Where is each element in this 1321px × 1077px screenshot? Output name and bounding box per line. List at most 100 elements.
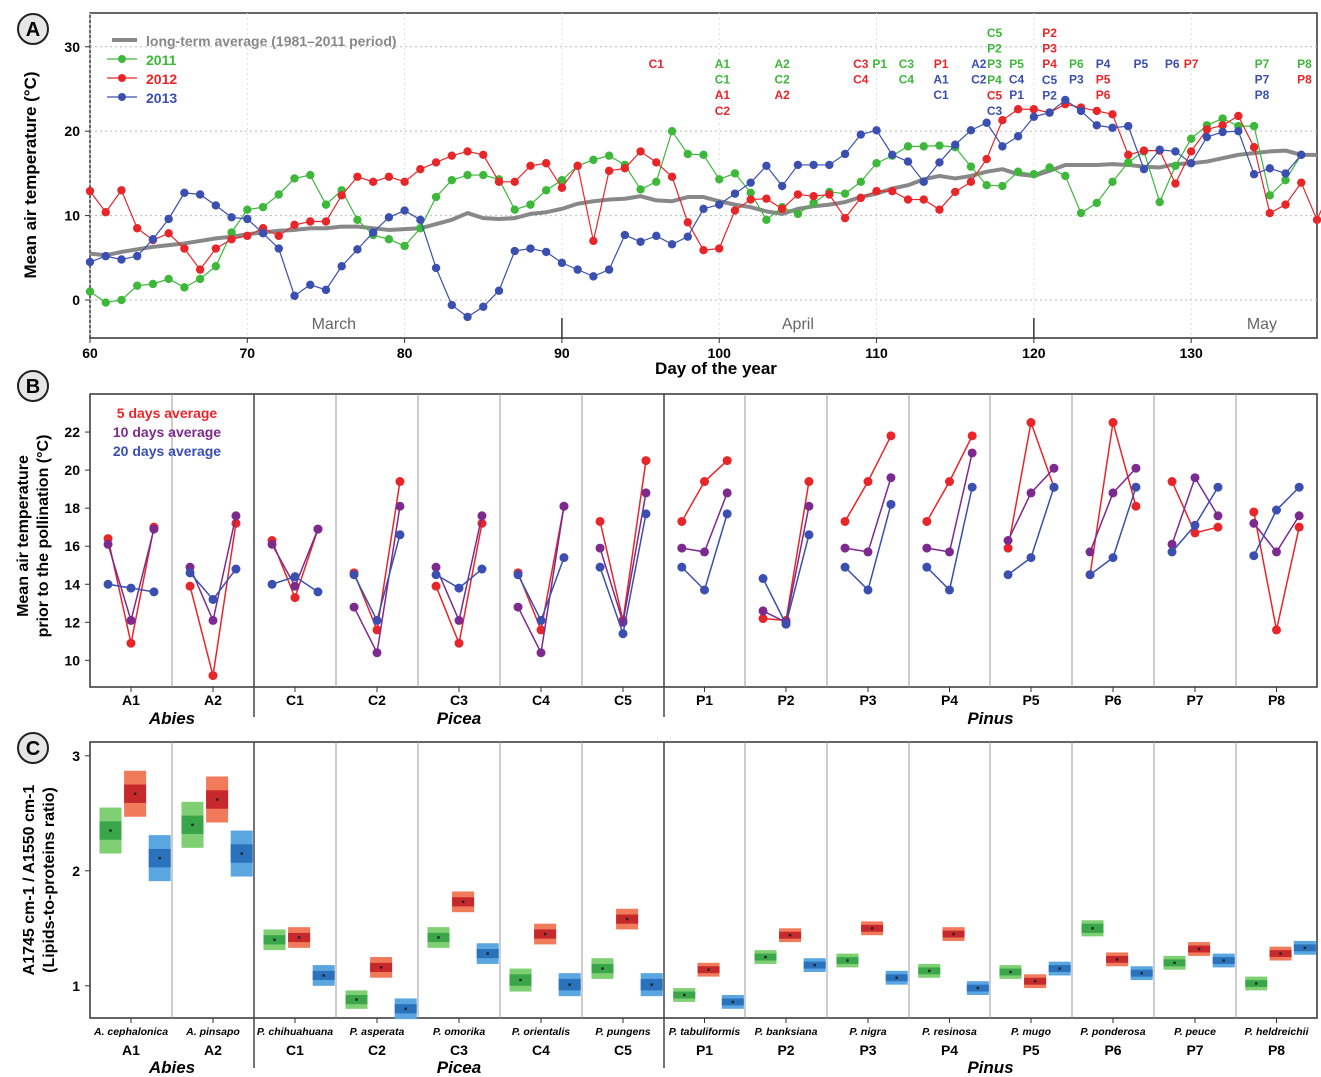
c-ytick-label: 3 xyxy=(72,748,80,764)
b-line-red xyxy=(353,481,401,633)
point-2011 xyxy=(1186,134,1196,143)
b-point-red xyxy=(945,477,954,487)
point-2013 xyxy=(730,189,740,198)
event-label: C3 xyxy=(853,57,869,71)
point-2013 xyxy=(950,140,960,149)
point-2012 xyxy=(384,172,394,181)
b-line-blue xyxy=(517,557,565,623)
point-2013 xyxy=(1013,132,1023,141)
b-category-label: P8 xyxy=(1268,692,1285,708)
panel-c-plot: 1 2 3 A. cephalonica A1 A. pinsapo A2 P. chihua… xyxy=(72,742,1316,1077)
event-label: P5 xyxy=(1009,57,1024,71)
b-category-label: P7 xyxy=(1186,692,1203,708)
c-mean-marker xyxy=(322,974,325,977)
c-mean-marker xyxy=(813,963,816,967)
point-2012 xyxy=(840,213,850,223)
b-line-red xyxy=(1089,422,1137,575)
b-point-blue xyxy=(513,570,523,580)
panel-b-letter: B xyxy=(26,376,40,398)
b-ytick-label: 10 xyxy=(64,652,80,668)
point-2012 xyxy=(966,177,976,187)
c-category-label: P7 xyxy=(1186,1042,1203,1058)
c-species-label: P. resinosa xyxy=(922,1026,977,1038)
c-mean-marker xyxy=(601,967,604,970)
point-2013 xyxy=(195,190,205,199)
point-2013 xyxy=(211,201,221,210)
b-point-red xyxy=(536,625,546,635)
b-line-purple xyxy=(926,452,973,553)
b-point-red xyxy=(700,477,709,487)
c-mean-marker xyxy=(109,829,112,832)
c-species-label: P. peuce xyxy=(1174,1026,1216,1038)
b-line-red xyxy=(1253,511,1300,631)
c-species-label: P. nigra xyxy=(849,1026,886,1038)
b-ytick-label: 16 xyxy=(64,538,80,554)
point-2013 xyxy=(1092,121,1101,130)
point-2011 xyxy=(652,177,661,187)
point-2013 xyxy=(1218,127,1227,137)
c-mean-marker xyxy=(1115,958,1119,961)
b-point-purple xyxy=(372,648,382,658)
c-category-label: P3 xyxy=(859,1042,876,1058)
point-2011 xyxy=(840,189,850,198)
point-2012 xyxy=(746,195,755,204)
event-label: A1 xyxy=(715,88,731,102)
point-2011 xyxy=(589,155,598,165)
point-2012 xyxy=(1108,110,1117,119)
c-mean-marker xyxy=(1255,982,1258,985)
event-label: P8 xyxy=(1297,57,1312,71)
point-2011 xyxy=(117,295,126,305)
c-category-label: P1 xyxy=(696,1042,713,1058)
c-category-label: C2 xyxy=(368,1042,386,1058)
point-2012 xyxy=(856,193,866,203)
b-point-purple xyxy=(208,615,218,625)
point-2012 xyxy=(1297,178,1306,187)
b-point-purple xyxy=(1272,547,1281,557)
b-category-label: C3 xyxy=(450,692,468,708)
b-point-purple xyxy=(922,543,932,553)
event-label: C2 xyxy=(971,73,987,87)
point-2013 xyxy=(809,160,818,170)
b-point-red xyxy=(922,516,932,526)
point-2012 xyxy=(494,177,504,187)
c-species-label: P. chihuahuana xyxy=(257,1026,333,1038)
c-mean-marker xyxy=(519,978,522,982)
b-category-label: A1 xyxy=(122,692,140,708)
b-ytick-label: 22 xyxy=(64,424,80,440)
b-line-purple xyxy=(1007,467,1055,541)
b-point-purple xyxy=(677,543,687,553)
point-2011 xyxy=(699,150,708,160)
b-point-blue xyxy=(267,579,277,589)
point-2013 xyxy=(274,244,283,253)
point-2011 xyxy=(132,281,142,290)
point-2012 xyxy=(998,116,1007,125)
point-2012 xyxy=(620,164,630,173)
c-mean-marker xyxy=(404,1007,407,1010)
b-point-purple xyxy=(431,562,441,572)
b-point-purple xyxy=(126,615,136,625)
point-2011 xyxy=(431,192,441,202)
point-2011 xyxy=(1155,197,1164,207)
c-mean-marker xyxy=(215,798,219,801)
b-point-red xyxy=(758,614,768,624)
point-2012 xyxy=(683,218,692,227)
point-2011 xyxy=(479,170,488,180)
b-point-purple xyxy=(395,501,405,511)
point-2011 xyxy=(856,177,866,187)
b-point-blue xyxy=(758,574,768,584)
b-point-purple xyxy=(536,648,546,658)
point-2011 xyxy=(1281,175,1290,185)
c-category-label: A1 xyxy=(122,1042,140,1058)
panel-c-ylabel-1: A1745 cm-1 / A1550 cm-1 xyxy=(21,785,38,976)
b-point-blue xyxy=(1108,553,1118,563)
b-point-purple xyxy=(559,501,569,511)
legend-2012-marker xyxy=(118,74,126,82)
point-2012 xyxy=(479,150,488,160)
event-label: A1 xyxy=(715,57,731,71)
point-2012 xyxy=(573,161,582,170)
point-2011 xyxy=(604,151,614,160)
point-2012 xyxy=(1186,147,1196,156)
b-point-blue xyxy=(886,499,896,509)
c-mean-marker xyxy=(437,936,440,939)
b-point-purple xyxy=(454,615,464,625)
